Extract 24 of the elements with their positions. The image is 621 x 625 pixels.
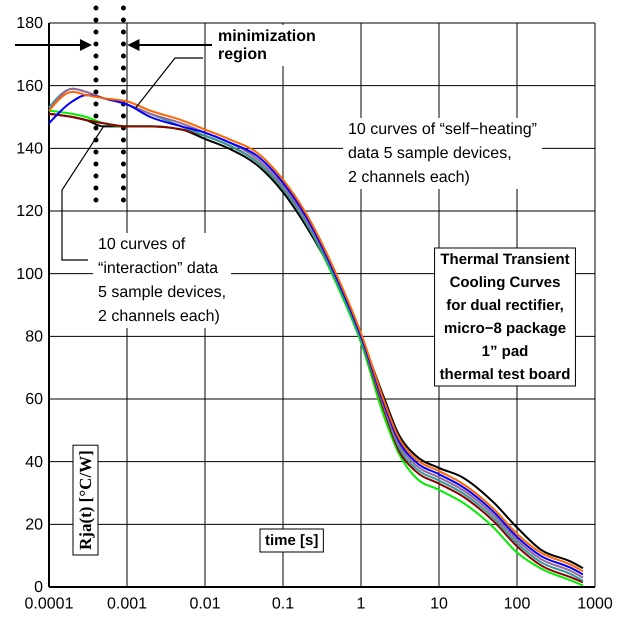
y-tick-label: 60 bbox=[25, 391, 44, 408]
annotation: minimization region bbox=[218, 28, 316, 63]
y-tick-label: 20 bbox=[25, 516, 44, 534]
y-tick-label: 120 bbox=[16, 203, 44, 220]
text: Thermal Transient Cooling Curves for dual rectifier, micro−8 package 1” pad thermal test board bbox=[440, 251, 570, 383]
y-tick-label: 100 bbox=[16, 266, 44, 283]
y-tick-label: 160 bbox=[16, 78, 44, 95]
x-tick-label: 100 bbox=[504, 595, 530, 612]
x-tick-label: 0.0001 bbox=[24, 595, 74, 612]
x-tick-label: 1 bbox=[356, 595, 366, 612]
x-tick-label: 0.1 bbox=[272, 595, 294, 612]
y-tick-label: 140 bbox=[16, 140, 44, 158]
x-tick-label: 0.001 bbox=[106, 595, 148, 612]
y-tick-label: 80 bbox=[25, 328, 44, 346]
x-tick-label: 0.01 bbox=[189, 595, 221, 612]
x-axis-title: time [s] bbox=[265, 532, 318, 549]
y-tick-label: 40 bbox=[25, 454, 44, 471]
annotation: 10 curves of “interaction” data 5 sample devices, 2 channels each) bbox=[98, 236, 226, 325]
y-tick-label: 0 bbox=[34, 579, 44, 596]
annotation: 10 curves of “self−heating” data 5 sample devices, 2 channels each) bbox=[348, 121, 537, 186]
y-tick-label: 180 bbox=[16, 15, 44, 32]
y-axis-title: Rja(t) [°C/W] bbox=[76, 450, 95, 550]
x-tick-label: 1000 bbox=[577, 595, 613, 612]
x-tick-label: 10 bbox=[430, 595, 448, 612]
